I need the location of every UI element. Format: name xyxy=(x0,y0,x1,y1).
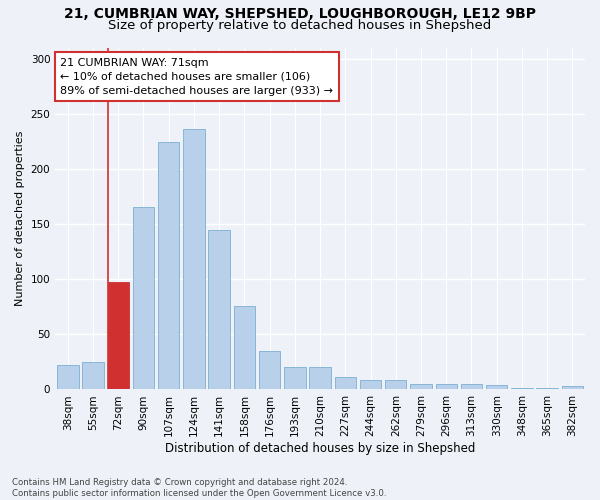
Bar xyxy=(133,208,154,390)
Bar xyxy=(57,365,79,390)
Bar xyxy=(335,378,356,390)
Bar xyxy=(183,129,205,390)
Text: Size of property relative to detached houses in Shepshed: Size of property relative to detached ho… xyxy=(109,18,491,32)
Bar xyxy=(259,351,280,390)
Bar xyxy=(107,282,129,390)
Bar xyxy=(562,386,583,390)
Bar xyxy=(385,380,406,390)
Bar xyxy=(511,388,533,390)
Bar xyxy=(410,384,432,390)
Bar xyxy=(486,385,508,390)
Bar xyxy=(360,380,381,390)
Y-axis label: Number of detached properties: Number of detached properties xyxy=(15,131,25,306)
Bar xyxy=(436,384,457,390)
Text: 21, CUMBRIAN WAY, SHEPSHED, LOUGHBOROUGH, LE12 9BP: 21, CUMBRIAN WAY, SHEPSHED, LOUGHBOROUGH… xyxy=(64,8,536,22)
Bar xyxy=(536,388,558,390)
Bar xyxy=(461,384,482,390)
Bar xyxy=(208,230,230,390)
Bar xyxy=(158,142,179,390)
Bar xyxy=(284,368,305,390)
Text: Contains HM Land Registry data © Crown copyright and database right 2024.
Contai: Contains HM Land Registry data © Crown c… xyxy=(12,478,386,498)
Text: 21 CUMBRIAN WAY: 71sqm
← 10% of detached houses are smaller (106)
89% of semi-de: 21 CUMBRIAN WAY: 71sqm ← 10% of detached… xyxy=(61,58,334,96)
Bar xyxy=(82,362,104,390)
X-axis label: Distribution of detached houses by size in Shepshed: Distribution of detached houses by size … xyxy=(165,442,475,455)
Bar xyxy=(310,368,331,390)
Bar xyxy=(233,306,255,390)
